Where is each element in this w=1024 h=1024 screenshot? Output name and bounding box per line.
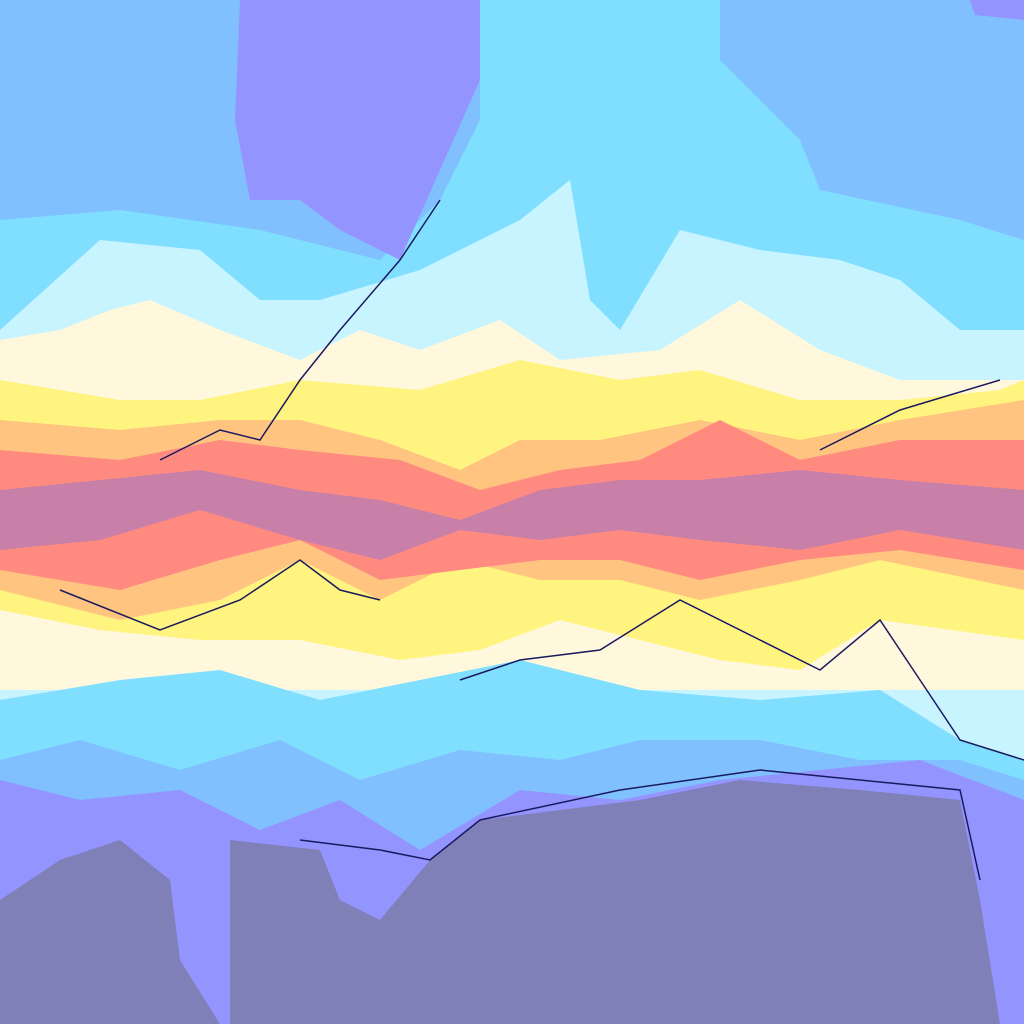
coastlines bbox=[59, 199, 1024, 881]
region-north-very-cold bbox=[235, 0, 480, 260]
coastline bbox=[819, 379, 1001, 451]
coastline bbox=[459, 599, 1024, 761]
region-antarctic bbox=[0, 780, 1000, 1024]
coastline bbox=[159, 199, 441, 461]
band-extreme bbox=[0, 470, 1024, 560]
coastline bbox=[299, 769, 981, 881]
coastline bbox=[59, 559, 381, 631]
region-northeast-very-cold bbox=[970, 0, 1024, 20]
